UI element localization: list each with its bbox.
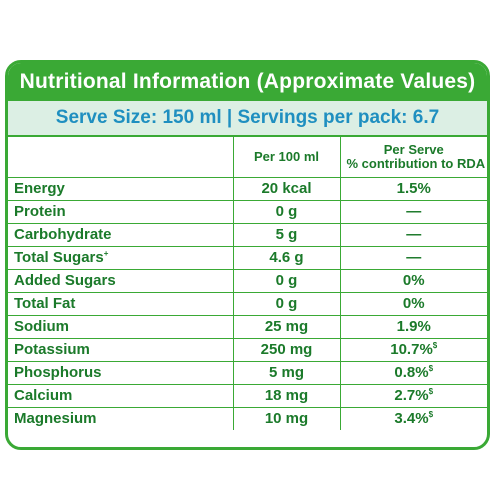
- table-row: Potassium 250 mg 10.7%$: [8, 337, 487, 362]
- nutrient-label: Calcium: [14, 387, 73, 404]
- rda-value: —: [406, 226, 422, 243]
- nutrient-label: Total Sugars: [14, 249, 104, 266]
- header-rda: % contribution to RDA: [346, 155, 486, 171]
- table-row: Protein 0 g —: [8, 199, 487, 224]
- header-per-serve-rda: Per Serve % contribution to RDA: [339, 137, 487, 178]
- rda-value: 0.8%: [394, 364, 429, 381]
- per-100ml-value: 5 g: [232, 222, 341, 247]
- per-100ml-value: 25 mg: [232, 314, 341, 339]
- rda-cell: 0.8%$: [339, 360, 487, 385]
- serve-size-line: Serve Size: 150 ml | Servings per pack: …: [8, 101, 487, 137]
- header-per-serve: Per Serve: [383, 141, 444, 157]
- table-header-row: Per 100 ml Per Serve % contribution to R…: [8, 137, 487, 178]
- nutrient-name: Calcium: [8, 383, 234, 408]
- per-100ml-value: 10 mg: [232, 406, 341, 430]
- rda-cell: 2.7%$: [339, 383, 487, 408]
- table-row: Sodium 25 mg 1.9%: [8, 314, 487, 339]
- table-row: Added Sugars 0 g 0%: [8, 268, 487, 293]
- rda-value: 0%: [402, 295, 425, 312]
- per-100ml-value: 4.6 g: [232, 245, 341, 270]
- panel-title: Nutritional Information (Approximate Val…: [8, 63, 487, 101]
- nutrient-name: Total Fat: [8, 291, 234, 316]
- rda-footnote-mark: $: [428, 410, 434, 420]
- nutrient-label: Total Fat: [14, 295, 76, 312]
- nutrient-label: Carbohydrate: [14, 226, 112, 243]
- per-100ml-value: 0 g: [232, 268, 341, 293]
- nutrient-name: Phosphorus: [8, 360, 234, 385]
- nutrient-footnote-mark: +: [103, 249, 109, 258]
- nutrient-name: Protein: [8, 199, 234, 224]
- rda-cell: 0%: [339, 291, 487, 316]
- nutrient-name: Added Sugars: [8, 268, 234, 293]
- nutrient-label: Protein: [14, 203, 66, 220]
- table-row: Magnesium 10 mg 3.4%$: [8, 406, 487, 430]
- table-row: Total Fat 0 g 0%: [8, 291, 487, 316]
- rda-value: 10.7%: [390, 341, 433, 358]
- rda-cell: 1.9%: [339, 314, 487, 339]
- nutrient-label: Magnesium: [14, 410, 97, 428]
- per-100ml-value: 0 g: [232, 291, 341, 316]
- nutrient-name: Potassium: [8, 337, 234, 362]
- rda-cell: —: [339, 222, 487, 247]
- rda-cell: —: [339, 199, 487, 224]
- nutrient-label: Phosphorus: [14, 364, 102, 381]
- nutrient-name: Sodium: [8, 314, 234, 339]
- rda-value: 1.5%: [396, 180, 431, 197]
- rda-footnote-mark: $: [432, 341, 438, 350]
- per-100ml-value: 250 mg: [232, 337, 341, 362]
- rda-value: 1.9%: [396, 318, 431, 335]
- header-nutrient: [8, 137, 234, 178]
- table-row: Carbohydrate 5 g —: [8, 222, 487, 247]
- rda-value: —: [406, 249, 422, 266]
- nutrient-label: Energy: [14, 180, 65, 197]
- nutrient-name: Carbohydrate: [8, 222, 234, 247]
- nutrient-name: Total Sugars+: [8, 245, 234, 270]
- nutrient-label: Potassium: [14, 341, 90, 358]
- nutrition-table: Per 100 ml Per Serve % contribution to R…: [8, 137, 487, 430]
- rda-value: 0%: [402, 272, 425, 289]
- rda-cell: 0%: [339, 268, 487, 293]
- table-row: Phosphorus 5 mg 0.8%$: [8, 360, 487, 385]
- per-100ml-value: 18 mg: [232, 383, 341, 408]
- table-row: Total Sugars+ 4.6 g —: [8, 245, 487, 270]
- nutrient-name: Magnesium: [8, 406, 234, 430]
- nutrition-panel: Nutritional Information (Approximate Val…: [5, 60, 490, 450]
- rda-cell: 1.5%: [339, 176, 487, 201]
- table-row: Energy 20 kcal 1.5%: [8, 176, 487, 201]
- rda-value: 3.4%: [394, 410, 429, 428]
- per-100ml-value: 5 mg: [232, 360, 341, 385]
- rda-footnote-mark: $: [428, 364, 434, 373]
- per-100ml-value: 20 kcal: [232, 176, 341, 201]
- table-row: Calcium 18 mg 2.7%$: [8, 383, 487, 408]
- rda-cell: —: [339, 245, 487, 270]
- rda-value: —: [406, 203, 422, 220]
- rda-cell: 10.7%$: [339, 337, 487, 362]
- rda-value: 2.7%: [394, 387, 429, 404]
- nutrient-name: Energy: [8, 176, 234, 201]
- rda-footnote-mark: $: [428, 387, 434, 396]
- rda-cell: 3.4%$: [339, 406, 487, 430]
- nutrient-label: Sodium: [14, 318, 69, 335]
- per-100ml-value: 0 g: [232, 199, 341, 224]
- header-per-100ml: Per 100 ml: [232, 137, 341, 178]
- nutrient-label: Added Sugars: [14, 272, 116, 289]
